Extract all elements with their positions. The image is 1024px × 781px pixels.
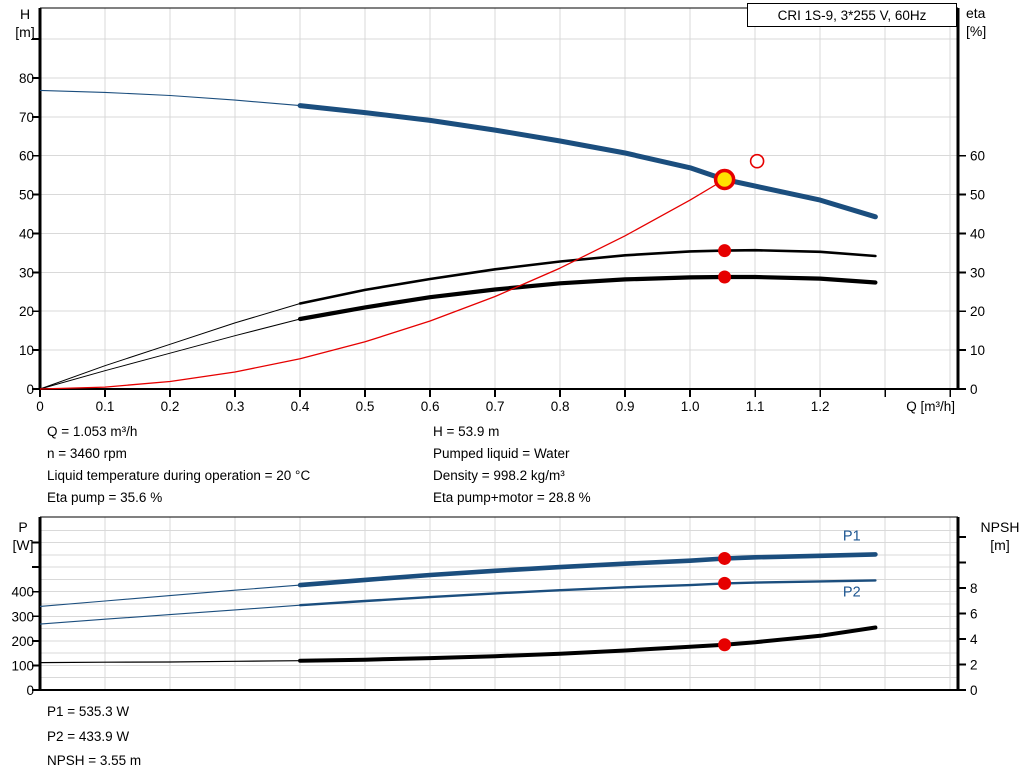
p2-point[interactable] — [718, 576, 732, 590]
h-axis-title: H [m] — [8, 5, 42, 41]
y-left-tick-label: 50 — [19, 188, 34, 203]
x-tick-label: 0.8 — [551, 399, 570, 414]
eta-pump-curve-extension — [39, 303, 301, 390]
annotation-p2: P2 = 433.9 W — [47, 728, 130, 744]
y-right-tick-label: 10 — [970, 343, 985, 358]
y-right-tick-label: 2 — [970, 658, 978, 673]
y-left-tick-label: 10 — [19, 343, 34, 358]
x-tick-label: 1.0 — [681, 399, 700, 414]
x-tick-label: 0.1 — [96, 399, 115, 414]
p-axis-title: P [W] — [6, 518, 40, 554]
pump-title-box: CRI 1S-9, 3*255 V, 60Hz — [747, 3, 957, 27]
duty-annotations-right: H = 53.9 m Pumped liquid = Water Density… — [433, 421, 591, 509]
head-curve — [297, 103, 878, 220]
y-left-tick-label: 80 — [19, 71, 34, 86]
annotation-p1: P1 = 535.3 W — [47, 704, 130, 719]
x-tick-label: 0 — [36, 399, 44, 414]
duty-annotations-left: Q = 1.053 m³/h n = 3460 rpm Liquid tempe… — [47, 421, 310, 509]
p1-curve — [297, 552, 878, 588]
x-axis-unit-label: Q [m³/h] — [906, 399, 955, 414]
annotation-eta-pump: Eta pump = 35.6 % — [47, 490, 163, 505]
y-right-tick-label: 50 — [970, 188, 985, 203]
npsh-axis-title: NPSH [m] — [976, 518, 1024, 554]
x-tick-label: 0.7 — [486, 399, 505, 414]
annotation-eta-pump-motor: Eta pump+motor = 28.8 % — [433, 490, 591, 505]
p-axis-title-symbol: P — [18, 519, 28, 535]
duty-point[interactable] — [713, 168, 736, 191]
y-right-tick-label: 6 — [970, 607, 978, 622]
y-left-tick-label: 200 — [11, 634, 34, 649]
y-left-tick-label: 100 — [11, 658, 34, 673]
y-left-tick-label: 70 — [19, 110, 34, 125]
x-tick-label: 0.3 — [226, 399, 245, 414]
y-left-tick-label: 0 — [26, 683, 34, 698]
x-tick-label: 0.4 — [291, 399, 310, 414]
p2-curve-extension — [39, 604, 301, 625]
y-right-tick-label: 8 — [970, 581, 978, 596]
y-left-tick-label: 30 — [19, 265, 34, 280]
y-left-tick-label: 40 — [19, 226, 34, 241]
eta-axis-title: eta [%] — [966, 4, 1010, 40]
p2-curve — [298, 579, 877, 607]
annotation-q: Q = 1.053 m³/h — [47, 424, 138, 439]
npsh-axis-title-symbol: NPSH — [980, 519, 1020, 535]
annotation-npsh: NPSH = 3.55 m — [47, 753, 142, 768]
x-tick-label: 0.6 — [421, 399, 440, 414]
y-left-tick-label: 400 — [11, 585, 34, 600]
y-left-tick-label: 300 — [11, 609, 34, 624]
y-right-tick-label: 0 — [970, 683, 978, 698]
npsh-axis-title-unit: [m] — [990, 537, 1010, 553]
annotation-speed: n = 3460 rpm — [47, 446, 127, 461]
y-right-tick-label: 20 — [970, 304, 985, 319]
p1-point[interactable] — [718, 551, 732, 565]
eta-pump-point[interactable] — [718, 244, 732, 258]
eta-axis-title-symbol: eta — [966, 5, 986, 21]
y-right-tick-label: 0 — [970, 382, 978, 397]
annotation-pumped-liquid: Pumped liquid = Water — [433, 446, 570, 461]
p-axis-title-unit: [W] — [12, 537, 34, 553]
x-tick-label: 1.1 — [746, 399, 765, 414]
series-label-p2: P2 — [843, 585, 861, 601]
x-tick-label: 0.2 — [161, 399, 180, 414]
x-tick-label: 1.2 — [811, 399, 830, 414]
eta-pump-motor-curve-extension — [39, 318, 301, 390]
eta-pump-curve — [298, 248, 877, 305]
y-right-tick-label: 30 — [970, 265, 985, 280]
annotation-head: H = 53.9 m — [433, 424, 500, 439]
y-left-tick-label: 20 — [19, 304, 34, 319]
y-right-tick-label: 4 — [970, 632, 978, 647]
y-left-tick-label: 0 — [26, 382, 34, 397]
y-left-tick-label: 60 — [19, 149, 34, 164]
eta-pump-motor-point[interactable] — [718, 270, 732, 284]
x-tick-label: 0.9 — [616, 399, 635, 414]
eta-pump-motor-curve — [298, 274, 878, 322]
eta-axis-title-unit: [%] — [966, 23, 987, 39]
h-axis-title-symbol: H — [19, 6, 31, 22]
h-axis-title-unit: [m] — [15, 24, 35, 40]
annotation-density: Density = 998.2 kg/m³ — [433, 468, 565, 483]
system-curve — [39, 178, 725, 390]
npsh-curve-extension — [39, 660, 301, 664]
npsh-curve — [298, 625, 878, 663]
y-right-tick-label: 40 — [970, 226, 985, 241]
head-curve-extension — [39, 89, 301, 107]
y-right-tick-label: 60 — [970, 149, 985, 164]
npsh-point[interactable] — [718, 638, 732, 652]
requested-duty-point[interactable] — [749, 153, 765, 169]
power-annotations: P1 = 535.3 W P2 = 433.9 W NPSH = 3.55 m — [47, 700, 141, 774]
series-label-p1: P1 — [843, 529, 861, 545]
annotation-liquid-temp: Liquid temperature during operation = 20… — [47, 468, 311, 483]
p1-curve-extension — [39, 584, 301, 607]
x-tick-label: 0.5 — [356, 399, 375, 414]
